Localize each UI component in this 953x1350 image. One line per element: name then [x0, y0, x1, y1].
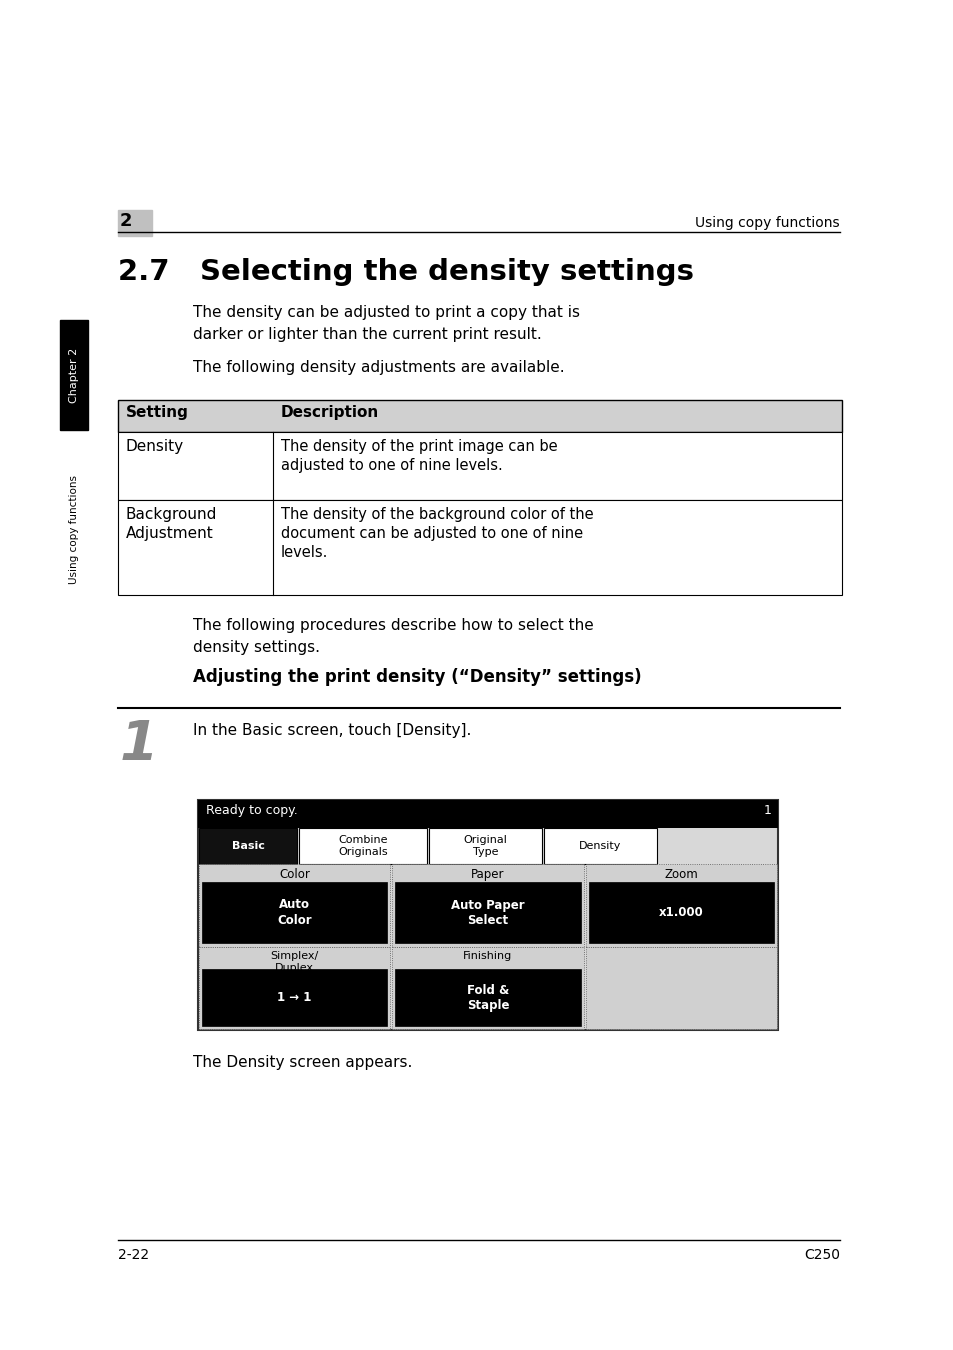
Bar [199, 946, 390, 1029]
Text: The following density adjustments are available.: The following density adjustments are av… [193, 360, 564, 375]
Bar [198, 801, 778, 828]
Bar [202, 969, 387, 1026]
Text: document can be adjusted to one of nine: document can be adjusted to one of nine [281, 526, 582, 541]
Text: Auto Paper
Select: Auto Paper Select [451, 899, 524, 926]
Text: The density of the background color of the: The density of the background color of t… [281, 508, 593, 522]
Bar [199, 828, 296, 864]
Text: 1: 1 [763, 805, 771, 817]
Text: 1: 1 [120, 718, 158, 772]
Text: density settings.: density settings. [193, 640, 319, 655]
Text: Background: Background [126, 508, 217, 522]
Bar [392, 946, 583, 1029]
Text: Using copy functions: Using copy functions [69, 475, 79, 585]
Bar [543, 828, 657, 864]
Text: Setting: Setting [126, 405, 189, 420]
Text: x1.000: x1.000 [659, 906, 703, 919]
Text: Original
Type: Original Type [463, 836, 507, 857]
Text: Ready to copy.: Ready to copy. [206, 805, 297, 817]
Text: In the Basic screen, touch [Density].: In the Basic screen, touch [Density]. [193, 724, 471, 738]
Bar [202, 882, 387, 944]
Text: Adjustment: Adjustment [126, 526, 213, 541]
Text: 2.7   Selecting the density settings: 2.7 Selecting the density settings [118, 258, 693, 286]
Text: Fold &
Staple: Fold & Staple [466, 984, 509, 1011]
Text: levels.: levels. [281, 545, 328, 560]
Text: The density can be adjusted to print a copy that is: The density can be adjusted to print a c… [193, 305, 579, 320]
Bar [298, 828, 427, 864]
Text: Finishing: Finishing [463, 950, 512, 961]
Bar [118, 211, 152, 236]
Bar [395, 882, 580, 944]
Bar [118, 500, 841, 595]
Text: C250: C250 [803, 1247, 840, 1262]
Bar [198, 801, 778, 1030]
Bar [392, 864, 583, 946]
Bar [429, 828, 541, 864]
Bar [588, 882, 773, 944]
Text: Chapter 2: Chapter 2 [69, 347, 79, 402]
Text: darker or lighter than the current print result.: darker or lighter than the current print… [193, 327, 541, 342]
Text: 1 → 1: 1 → 1 [277, 991, 312, 1004]
Bar [585, 946, 776, 1029]
Bar [395, 969, 580, 1026]
Text: Adjusting the print density (“Density” settings): Adjusting the print density (“Density” s… [193, 668, 641, 686]
Text: adjusted to one of nine levels.: adjusted to one of nine levels. [281, 458, 502, 472]
Text: Basic: Basic [232, 841, 264, 850]
Bar [585, 864, 776, 946]
Text: Description: Description [281, 405, 379, 420]
Text: Using copy functions: Using copy functions [695, 216, 840, 230]
Text: Density: Density [126, 439, 184, 454]
Text: Paper: Paper [471, 868, 504, 882]
Text: Zoom: Zoom [663, 868, 698, 882]
Text: 2-22: 2-22 [118, 1247, 149, 1262]
Text: The Density screen appears.: The Density screen appears. [193, 1054, 412, 1071]
Bar [60, 320, 88, 431]
Text: The following procedures describe how to select the: The following procedures describe how to… [193, 618, 593, 633]
Text: Combine
Originals: Combine Originals [337, 836, 388, 857]
Text: 2: 2 [120, 212, 132, 230]
Text: The density of the print image can be: The density of the print image can be [281, 439, 558, 454]
Text: Auto
Color: Auto Color [277, 899, 312, 926]
Text: Color: Color [279, 868, 310, 882]
Text: Simplex/
Duplex: Simplex/ Duplex [271, 950, 318, 972]
Bar [199, 864, 390, 946]
Text: Density: Density [578, 841, 621, 850]
Bar [118, 432, 841, 500]
Bar [118, 400, 841, 432]
